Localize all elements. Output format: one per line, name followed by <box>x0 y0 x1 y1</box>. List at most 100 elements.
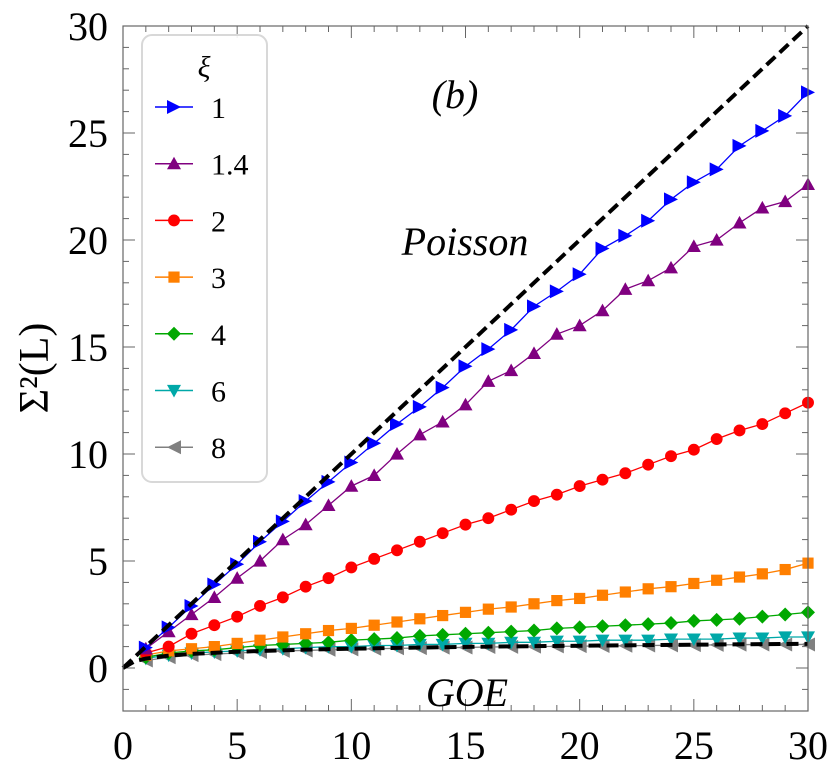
data-point-diamond <box>321 635 336 650</box>
data-point-square <box>711 574 723 586</box>
data-point-diamond <box>664 616 678 631</box>
data-point-circle <box>185 627 198 640</box>
data-point-square <box>168 271 180 283</box>
data-point-triangle-right <box>435 380 450 395</box>
data-point-triangle-down <box>709 633 724 647</box>
data-point-triangle-right <box>367 436 382 451</box>
data-point-triangle-down <box>618 634 633 648</box>
y-tick-label: 10 <box>68 432 108 477</box>
data-point-square <box>322 624 335 637</box>
data-point-triangle-right <box>686 175 701 190</box>
data-point-triangle-up <box>572 318 587 332</box>
data-point-triangle-up <box>344 479 359 492</box>
data-point-circle <box>687 443 700 456</box>
data-point-square <box>185 643 198 655</box>
data-point-triangle-right <box>664 192 678 207</box>
data-point-triangle-down <box>572 635 587 649</box>
x-tick-label: 10 <box>331 723 371 768</box>
legend-label: 4 <box>211 319 226 352</box>
y-tick-label: 15 <box>68 325 108 370</box>
data-point-diamond <box>549 621 564 636</box>
data-point-triangle-right <box>641 213 656 228</box>
legend-item-3: 3 <box>155 262 226 295</box>
data-point-square <box>733 571 746 583</box>
plot-area <box>121 24 815 670</box>
x-tick-label: 5 <box>227 723 247 768</box>
data-point-triangle-up <box>298 517 313 531</box>
data-point-triangle-right <box>527 299 541 314</box>
data-point-triangle-down <box>664 633 678 647</box>
data-point-triangle-up <box>275 532 290 546</box>
data-point-triangle-down <box>778 631 793 644</box>
x-tick-label: 15 <box>446 723 486 768</box>
data-point-triangle-down <box>458 637 473 651</box>
data-point-square <box>414 613 426 625</box>
data-point-diamond <box>167 326 181 341</box>
series-xi-2 <box>139 396 814 659</box>
data-point-triangle-down <box>344 641 359 654</box>
legend-label: 6 <box>211 376 226 409</box>
data-point-circle <box>573 480 586 493</box>
data-point-triangle-up <box>321 498 336 511</box>
data-point-diamond <box>504 624 519 639</box>
legend-item-6: 6 <box>155 376 226 409</box>
legend-label: 1.4 <box>211 149 249 182</box>
data-point-diamond <box>709 612 724 627</box>
legend-box <box>141 34 268 483</box>
data-point-square <box>482 603 494 615</box>
data-point-triangle-right <box>709 162 724 177</box>
data-point-triangle-right <box>458 359 473 374</box>
y-axis-label: Σ²(L) <box>12 323 58 414</box>
data-point-triangle-up <box>458 397 473 411</box>
data-point-triangle-up <box>664 260 678 274</box>
y-tick-label: 5 <box>88 539 108 584</box>
data-point-triangle-right <box>732 138 747 153</box>
x-tick-label: 0 <box>113 723 133 768</box>
data-point-triangle-down <box>641 634 656 648</box>
data-point-circle <box>596 473 609 486</box>
data-point-triangle-down <box>167 384 181 398</box>
data-point-triangle-up <box>709 233 724 246</box>
data-point-square <box>459 606 472 618</box>
data-point-triangle-left <box>167 440 181 455</box>
data-point-diamond <box>435 627 450 642</box>
data-point-square <box>368 619 380 631</box>
data-point-triangle-up <box>435 414 450 428</box>
data-point-triangle-up <box>504 363 519 377</box>
data-point-triangle-up <box>367 468 382 481</box>
data-point-square <box>391 616 403 628</box>
data-point-triangle-down <box>686 633 701 647</box>
legend-item-2: 2 <box>155 205 226 238</box>
data-point-triangle-up <box>253 554 267 567</box>
data-point-triangle-up <box>527 346 541 360</box>
data-point-triangle-up <box>390 447 404 460</box>
data-point-triangle-right <box>595 241 610 256</box>
data-point-triangle-right <box>572 267 587 282</box>
data-point-square <box>528 598 540 610</box>
data-point-circle <box>345 561 358 574</box>
data-point-circle <box>322 572 335 585</box>
data-point-triangle-up <box>161 624 176 638</box>
data-point-square <box>437 609 449 622</box>
data-point-triangle-down <box>412 638 427 652</box>
poisson-label: Poisson <box>401 219 529 264</box>
data-point-circle <box>413 535 426 548</box>
legend-title: ξ <box>198 51 211 84</box>
data-point-triangle-up <box>595 303 610 317</box>
data-point-triangle-right <box>412 399 427 414</box>
data-point-triangle-up <box>618 282 633 295</box>
data-point-square <box>596 589 609 601</box>
data-point-square <box>574 592 586 605</box>
reference-line-goe <box>122 641 809 670</box>
data-point-circle <box>710 433 723 445</box>
data-point-circle <box>299 580 312 593</box>
data-point-diamond <box>458 626 473 641</box>
data-point-square <box>300 628 312 640</box>
data-point-square <box>551 594 563 607</box>
data-point-triangle-down <box>549 635 564 649</box>
x-tick-label: 25 <box>674 723 714 768</box>
data-point-circle <box>168 214 180 227</box>
data-point-triangle-right <box>504 322 519 337</box>
data-point-square <box>208 641 220 653</box>
data-point-triangle-up <box>412 427 427 441</box>
